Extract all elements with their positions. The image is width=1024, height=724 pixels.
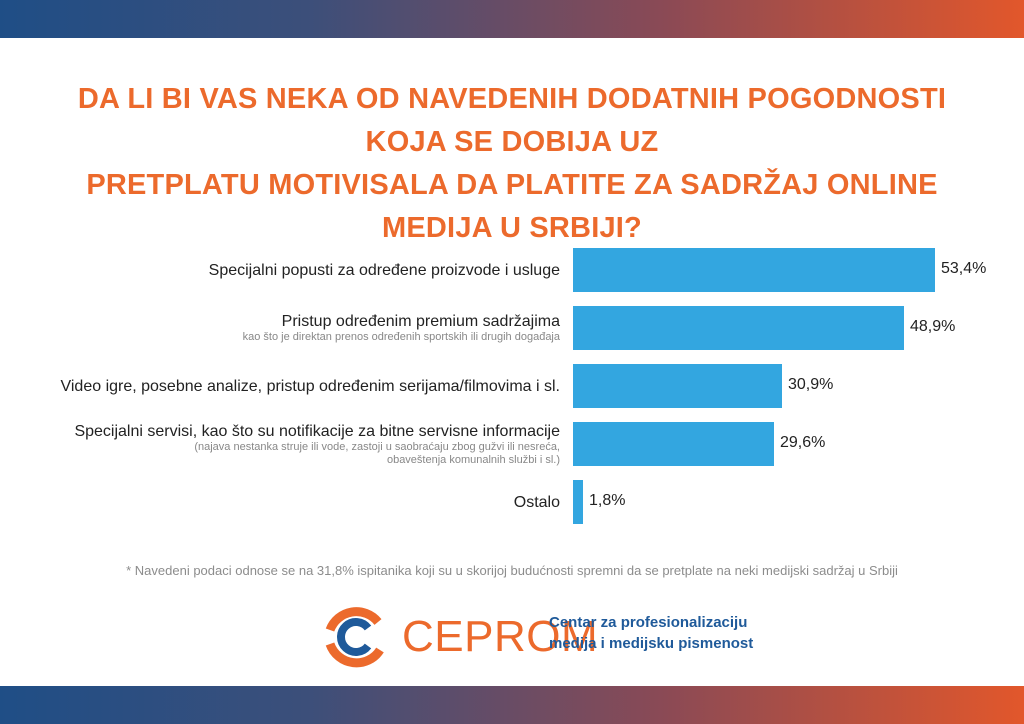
logo-tagline-line-2: medija i medijsku pismenost — [549, 635, 754, 652]
category-label-3: Video igre, posebne analize, pristup odr… — [60, 377, 560, 396]
logo-tagline-line-1: Centar za profesionalizaciju — [549, 614, 748, 631]
bar-1 — [573, 248, 935, 292]
bar-value-label-2: 48,9% — [910, 318, 956, 335]
category-label-main-2: Pristup određenim premium sadržajima — [281, 313, 560, 330]
category-label-1: Specijalni popusti za određene proizvode… — [209, 261, 560, 280]
bar-value-label-3: 30,9% — [788, 376, 834, 393]
footnote: * Navedeni podaci odnose se na 31,8% isp… — [126, 563, 898, 578]
chart-title-line-1: DA LI BI VAS NEKA OD NAVEDENIH DODATNIH … — [77, 83, 947, 158]
ceprom-logo-icon — [325, 607, 384, 668]
logo-name: CEPROM — [402, 612, 599, 661]
category-sublabel-2-1: kao što je direktan prenos određenih spo… — [242, 331, 560, 343]
chart-title-line-2: PRETPLATU MOTIVISALA DA PLATITE ZA SADRŽ… — [86, 169, 938, 244]
category-label-main-5: Ostalo — [513, 493, 560, 511]
category-label-main-4: Specijalni servisi, kao što su notifikac… — [74, 422, 560, 440]
category-sublabel-4-2: obaveštenja komunalnih službi i sl.) — [386, 453, 560, 466]
bar-4 — [573, 422, 774, 466]
bottom-gradient-band — [0, 686, 1024, 724]
category-label-main-3: Video igre, posebne analize, pristup odr… — [60, 377, 560, 395]
bar-value-label-5: 1,8% — [589, 492, 626, 509]
bar-value-label-1: 53,4% — [941, 260, 987, 277]
category-sublabel-4-1: (najava nestanka struje ili vode, zastoj… — [194, 440, 560, 453]
category-label-5: Ostalo — [514, 493, 560, 512]
category-label-main-1: Specijalni popusti za određene proizvode… — [208, 261, 560, 279]
bar-5 — [573, 480, 583, 524]
bar-2 — [573, 306, 904, 350]
chart-title: DA LI BI VAS NEKA OD NAVEDENIH DODATNIH … — [40, 78, 984, 250]
top-gradient-band — [0, 0, 1024, 38]
logo-tagline: Centar za profesionalizaciju medija i me… — [549, 612, 753, 654]
category-label-2: Pristup određenim premium sadržajima kao … — [243, 312, 560, 344]
category-label-4: Specijalni servisi, kao što su notifikac… — [74, 422, 560, 467]
bar-value-label-4: 29,6% — [780, 434, 826, 451]
bar-3 — [573, 364, 782, 408]
